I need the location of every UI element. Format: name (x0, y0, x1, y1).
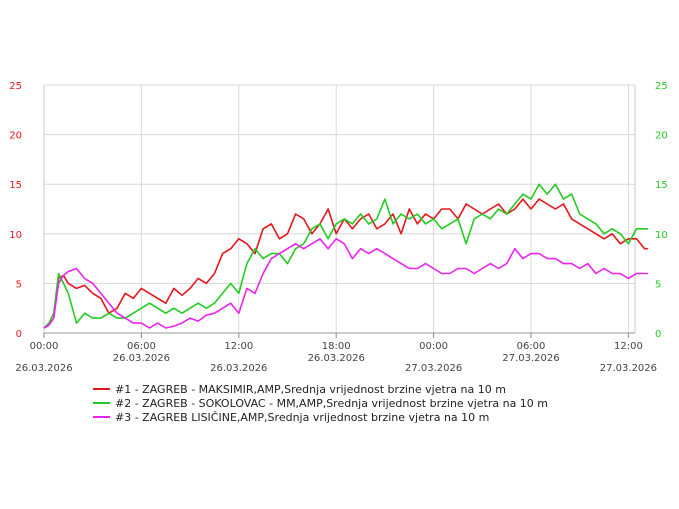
left-y-axis-ticks: 0 5 10 15 20 25 (9, 81, 22, 340)
series-line-2 (43, 183, 648, 329)
axes (43, 85, 636, 338)
x-tick-date-label: 27.03.2026 (502, 353, 559, 364)
legend-label-3: #3 - ZAGREB LISIČINE,AMP,Srednja vrijedn… (115, 411, 489, 424)
x-tick-time-label: 18:00 (322, 341, 351, 352)
x-tick-time-label: 12:00 (224, 341, 253, 352)
x-axis-ticks: 00:0026.03.202606:0026.03.202612:0026.03… (15, 341, 657, 374)
legend-label-2: #2 - ZAGREB - SOKOLOVAC - MM,AMP,Srednja… (115, 397, 548, 410)
grid-lines (44, 84, 635, 334)
left-y-tick-label: 20 (9, 131, 22, 142)
x-tick-time-label: 00:00 (419, 341, 448, 352)
right-y-tick-label: 15 (655, 180, 668, 191)
left-y-tick-label: 0 (16, 329, 22, 340)
left-y-tick-label: 10 (9, 230, 22, 241)
right-y-axis-ticks: 0 5 10 15 20 25 (655, 81, 668, 340)
x-tick-date-label: 27.03.2026 (600, 363, 657, 374)
right-y-tick-label: 25 (655, 81, 668, 92)
legend-label-1: #1 - ZAGREB - MAKSIMIR,AMP,Srednja vrije… (115, 383, 506, 396)
series-lines (43, 183, 648, 329)
right-y-tick-label: 0 (655, 329, 661, 340)
x-tick-date-label: 26.03.2026 (15, 363, 72, 374)
series-line-1 (43, 198, 648, 329)
x-tick-date-label: 26.03.2026 (308, 353, 365, 364)
left-y-tick-label: 25 (9, 81, 22, 92)
right-y-tick-label: 5 (655, 279, 661, 290)
x-tick-date-label: 26.03.2026 (113, 353, 170, 364)
x-tick-time-label: 00:00 (30, 341, 59, 352)
x-tick-time-label: 12:00 (614, 341, 643, 352)
right-y-tick-label: 10 (655, 230, 668, 241)
legend: #1 - ZAGREB - MAKSIMIR,AMP,Srednja vrije… (93, 383, 548, 424)
right-y-tick-label: 20 (655, 131, 668, 142)
x-tick-date-label: 26.03.2026 (210, 363, 267, 374)
x-tick-date-label: 27.03.2026 (405, 363, 462, 374)
x-tick-time-label: 06:00 (517, 341, 546, 352)
left-y-tick-label: 5 (16, 279, 22, 290)
x-tick-time-label: 06:00 (127, 341, 156, 352)
left-y-tick-label: 15 (9, 180, 22, 191)
series-line-3 (43, 238, 648, 329)
